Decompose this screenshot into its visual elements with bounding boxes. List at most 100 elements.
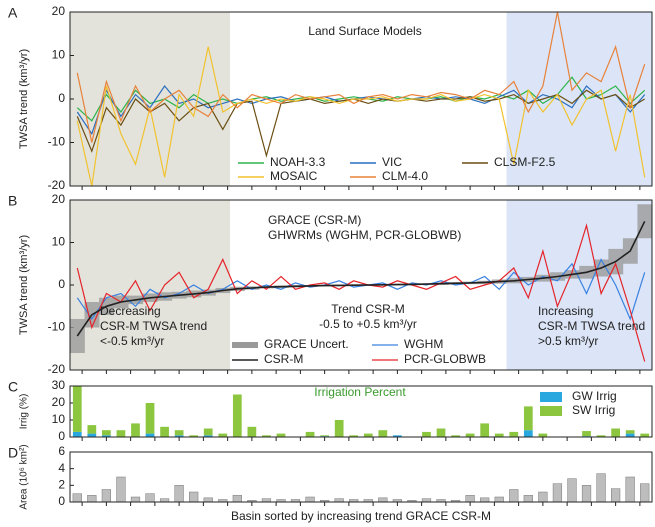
bar <box>523 406 533 431</box>
bar <box>116 476 126 503</box>
bar <box>305 496 315 503</box>
y-tick-label: -10 <box>48 135 66 149</box>
bar <box>305 431 315 437</box>
bar <box>393 435 402 437</box>
bar <box>465 495 475 503</box>
legend-label: CLSM-F2.5 <box>494 155 556 169</box>
bar <box>625 476 635 503</box>
legend-label: MOSAIC <box>270 169 318 183</box>
bar <box>72 386 82 432</box>
bar <box>451 435 460 437</box>
legend-label: VIC <box>382 155 402 169</box>
annotation: Decreasing <box>100 304 161 318</box>
annotation: CSR-M TWSA trend <box>100 319 207 333</box>
bar <box>538 433 548 437</box>
bar <box>509 489 519 503</box>
bar <box>145 433 155 437</box>
bar <box>625 433 635 437</box>
bar <box>87 425 97 434</box>
annotation: Increasing <box>538 304 593 318</box>
x-axis-label: Basin sorted by increasing trend GRACE C… <box>231 509 491 523</box>
annotation: Trend CSR-M <box>331 302 405 316</box>
annotation: >0.5 km³/yr <box>538 334 598 348</box>
bar <box>422 431 431 437</box>
bar <box>145 493 155 503</box>
y-axis-label: TWSA trend (km³/yr) <box>18 49 30 149</box>
panel-title: Land Surface Models <box>308 24 421 38</box>
bar <box>465 433 475 437</box>
bar <box>349 435 359 437</box>
bar <box>378 497 388 503</box>
panel-title: GRACE (CSR-M) <box>268 213 361 227</box>
series-line <box>76 89 646 158</box>
shaded-region <box>506 200 652 370</box>
bar <box>102 435 111 437</box>
y-tick-label: 20 <box>52 192 66 206</box>
bar <box>596 473 606 503</box>
panel-label: C <box>8 379 18 395</box>
bar <box>174 435 184 437</box>
bar <box>625 430 635 434</box>
bar <box>552 483 563 503</box>
bar <box>582 431 591 437</box>
panel-label: A <box>8 5 18 21</box>
y-tick-label: -10 <box>48 320 66 334</box>
y-tick-label: 2 <box>58 478 65 492</box>
y-tick-label: -20 <box>48 362 66 376</box>
bar <box>262 435 271 437</box>
bar <box>509 431 519 437</box>
bar <box>247 426 257 437</box>
y-axis-label: TWSA trend (km³/yr) <box>18 235 30 335</box>
legend-label: WGHM <box>404 337 443 351</box>
y-tick-label: -20 <box>48 178 66 192</box>
bar <box>378 430 388 437</box>
bar <box>87 495 97 503</box>
panel-label: B <box>8 193 17 209</box>
bar <box>436 428 446 437</box>
bar <box>160 426 169 437</box>
bar <box>320 435 329 437</box>
legend-label: CSR-M <box>264 352 303 366</box>
legend-label: CLM-4.0 <box>382 169 428 183</box>
legend-label: PCR-GLOBWB <box>404 352 486 366</box>
bar <box>131 423 140 437</box>
y-axis-label: Area (10⁶ km²) <box>19 444 30 509</box>
plot-frame <box>69 451 653 503</box>
legend-label: GW Irrig <box>572 389 617 403</box>
bar <box>480 423 490 437</box>
bar <box>203 428 213 436</box>
series-line <box>76 46 646 187</box>
annotation: CSR-M TWSA trend <box>538 319 645 333</box>
bar <box>87 433 97 437</box>
bar <box>174 485 184 503</box>
bar <box>232 394 242 437</box>
bar <box>174 430 184 436</box>
shaded-region <box>70 200 231 370</box>
bar <box>72 493 82 503</box>
legend-swatch <box>540 406 562 416</box>
bar <box>130 496 141 503</box>
bar <box>276 433 286 437</box>
series-line <box>76 11 646 143</box>
y-tick-label: 10 <box>52 48 66 62</box>
legend-label: SW Irrig <box>572 403 615 417</box>
bar <box>72 431 82 437</box>
y-tick-label: 10 <box>52 235 66 249</box>
plot-frame <box>69 11 653 187</box>
annotation: -0.5 to +0.5 km³/yr <box>319 317 417 331</box>
bar <box>581 485 592 503</box>
y-tick-label: 6 <box>58 444 65 458</box>
bar <box>640 483 650 503</box>
plot-frame <box>69 199 653 371</box>
legend-label: GRACE Uncert. <box>264 337 349 351</box>
annotation: <-0.5 km³/yr <box>100 334 164 348</box>
bar <box>232 495 242 503</box>
bar <box>101 489 111 503</box>
y-tick-label: 10 <box>52 412 66 426</box>
bar <box>102 430 111 436</box>
bar <box>203 435 213 437</box>
y-axis-label: Irrig (%) <box>19 394 30 430</box>
bar <box>480 497 490 503</box>
plot-frame <box>69 385 653 438</box>
panel-title: GHWRMs (WGHM, PCR-GLOBWB) <box>268 228 461 242</box>
